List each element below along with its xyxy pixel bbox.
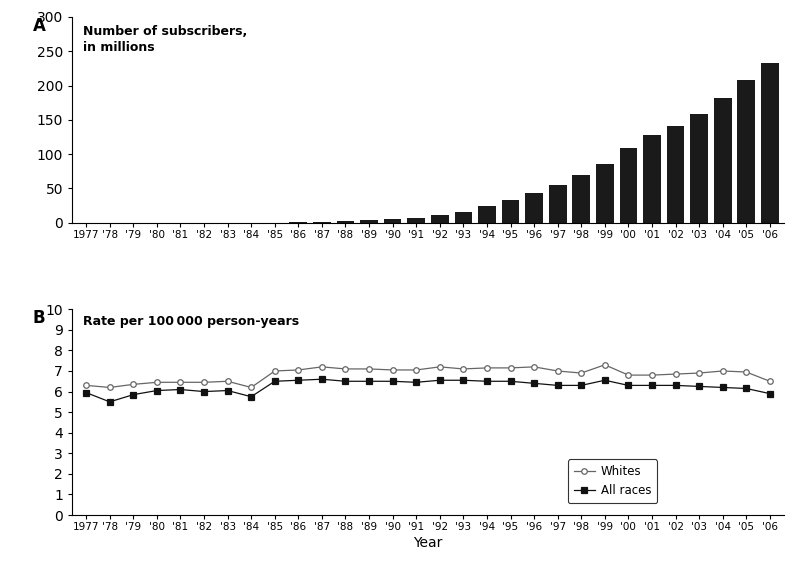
Whites xyxy=(270,367,279,374)
Whites xyxy=(317,363,326,370)
Whites xyxy=(199,379,209,385)
Whites xyxy=(647,372,657,379)
Bar xyxy=(738,80,755,223)
Bar xyxy=(454,212,472,223)
Bar xyxy=(337,221,354,223)
Whites xyxy=(694,370,704,376)
Whites xyxy=(152,379,162,385)
Whites xyxy=(600,362,610,368)
Legend: Whites, All races: Whites, All races xyxy=(567,459,657,503)
Whites xyxy=(718,367,727,374)
X-axis label: Year: Year xyxy=(414,536,442,550)
Line: Whites: Whites xyxy=(83,362,773,390)
Whites xyxy=(341,366,350,372)
All races xyxy=(506,378,515,385)
Bar xyxy=(761,63,778,223)
All races xyxy=(765,390,774,397)
Bar xyxy=(360,220,378,223)
Whites xyxy=(129,381,138,388)
All races xyxy=(223,387,233,394)
All races xyxy=(458,377,468,384)
Bar xyxy=(502,200,519,223)
Bar xyxy=(596,164,614,223)
Whites xyxy=(82,382,91,389)
Bar xyxy=(573,175,590,223)
All races xyxy=(530,380,539,387)
All races xyxy=(435,377,445,384)
All races xyxy=(341,378,350,385)
Whites xyxy=(458,366,468,372)
Text: Number of subscribers,
in millions: Number of subscribers, in millions xyxy=(82,25,247,54)
Line: All races: All races xyxy=(83,376,773,405)
Whites xyxy=(411,367,421,374)
All races xyxy=(482,378,492,385)
Bar xyxy=(666,126,684,223)
All races xyxy=(176,386,186,393)
Whites xyxy=(246,384,256,391)
Whites xyxy=(623,372,633,379)
All races xyxy=(129,391,138,398)
All races xyxy=(411,379,421,385)
All races xyxy=(694,383,704,390)
Whites xyxy=(388,367,398,374)
Whites xyxy=(176,379,186,385)
Whites xyxy=(765,378,774,385)
All races xyxy=(577,382,586,389)
Text: B: B xyxy=(33,309,46,327)
Bar xyxy=(526,192,543,223)
Bar xyxy=(384,219,402,223)
Whites xyxy=(435,363,445,370)
All races xyxy=(670,382,680,389)
Whites xyxy=(364,366,374,372)
All races xyxy=(623,382,633,389)
All races xyxy=(647,382,657,389)
Bar xyxy=(714,98,731,223)
All races xyxy=(270,378,279,385)
Whites xyxy=(223,378,233,385)
Whites xyxy=(670,371,680,378)
Whites xyxy=(482,365,492,371)
All races xyxy=(246,393,256,400)
Whites xyxy=(742,368,751,375)
All races xyxy=(105,398,114,405)
Text: A: A xyxy=(33,17,46,35)
All races xyxy=(152,387,162,394)
All races xyxy=(294,377,303,384)
Bar xyxy=(431,215,449,223)
Whites xyxy=(294,367,303,374)
Whites xyxy=(105,384,114,391)
Bar xyxy=(643,135,661,223)
Bar xyxy=(619,148,638,223)
Text: Rate per 100 000 person-years: Rate per 100 000 person-years xyxy=(82,315,299,328)
Whites xyxy=(577,370,586,376)
Bar xyxy=(407,217,425,223)
All races xyxy=(742,385,751,392)
Bar xyxy=(313,222,330,223)
All races xyxy=(553,382,562,389)
Whites xyxy=(553,367,562,374)
All races xyxy=(600,377,610,384)
Whites xyxy=(530,363,539,370)
All races xyxy=(388,378,398,385)
Bar xyxy=(478,206,496,223)
Bar xyxy=(549,185,566,223)
All races xyxy=(718,384,727,391)
All races xyxy=(199,388,209,395)
All races xyxy=(317,376,326,383)
Whites xyxy=(506,365,515,371)
All races xyxy=(82,389,91,396)
All races xyxy=(364,378,374,385)
Bar xyxy=(690,114,708,223)
